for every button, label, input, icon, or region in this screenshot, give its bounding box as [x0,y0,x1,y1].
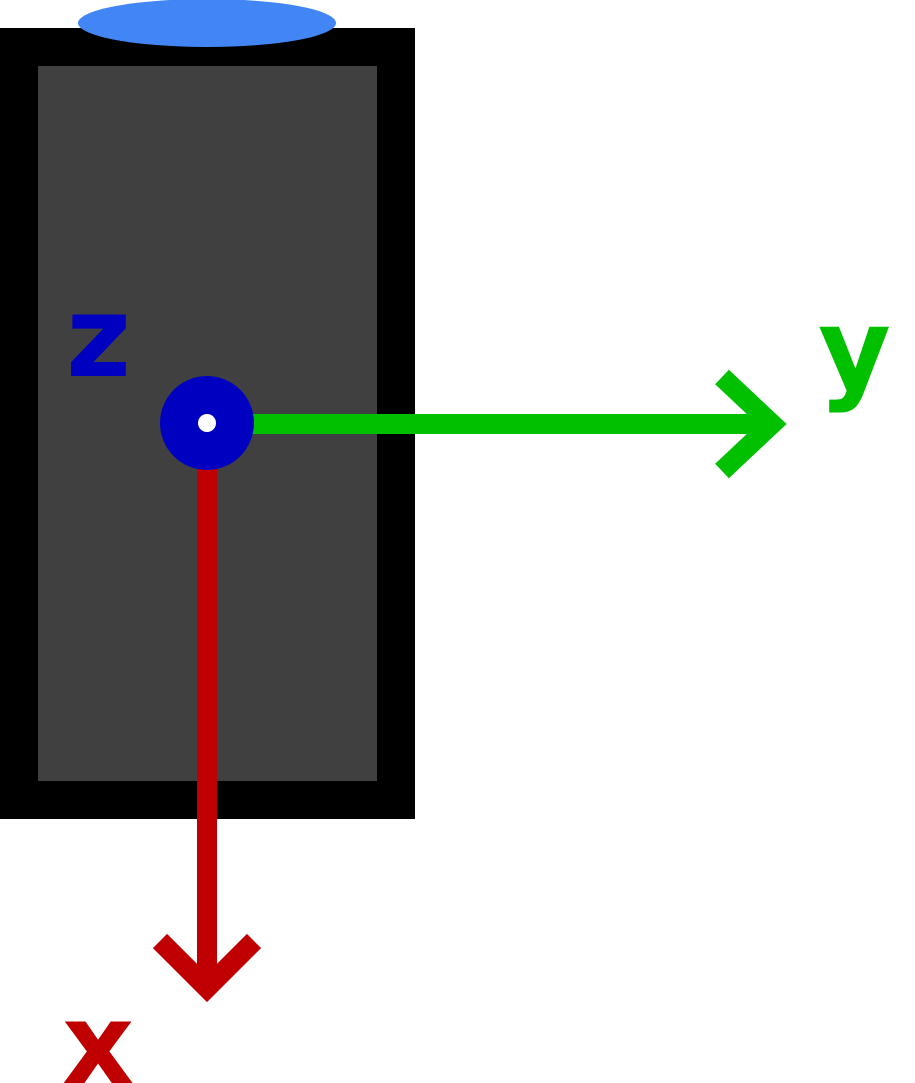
y-axis-label: y [818,285,891,415]
x-axis-label: x [62,980,134,1083]
x-axis: x [62,424,262,1083]
z-axis-origin-dot [198,414,216,432]
x-axis-arrowhead [152,933,262,1003]
device-top-cap [78,0,336,47]
z-axis-label: z [66,273,131,403]
y-axis: y [207,285,891,479]
z-axis: z [66,273,254,470]
y-axis-arrowhead [715,369,787,479]
